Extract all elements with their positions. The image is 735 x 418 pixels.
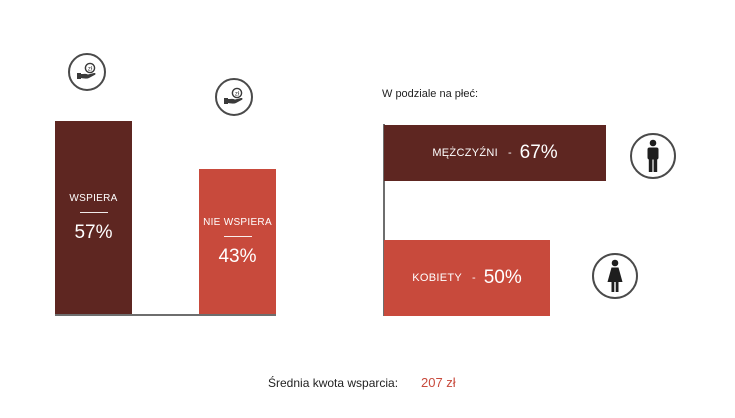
bar-label: MĘŻCZYŹNI [432, 147, 498, 159]
hand-coin-zloty-icon: zł [215, 78, 253, 116]
bar-value-label: 50% [483, 267, 522, 288]
hand-coin-zloty-glyph: zł [77, 62, 96, 79]
female-figure-icon [592, 253, 638, 299]
bar-divider [223, 235, 252, 237]
female-figure-glyph [607, 259, 623, 292]
male-figure-icon [630, 133, 676, 179]
bar-value-label: 67% [519, 142, 558, 163]
bar-mezczyzni: MĘŻCZYŹNI - 67% [384, 125, 606, 181]
bar-separator: - [472, 272, 476, 284]
svg-text:zł: zł [235, 91, 240, 97]
hand-coin-zloty-glyph: zł [224, 87, 243, 104]
average-support-value: 207 zł [421, 375, 456, 390]
bar-nie-wspiera: NIE WSPIERA 43% [199, 169, 276, 315]
male-figure-glyph [647, 139, 659, 172]
bar-value-label: 43% [218, 245, 257, 267]
bar-label: WSPIERA [69, 192, 118, 204]
bar-kobiety: KOBIETY - 50% [384, 240, 550, 316]
chart-title: W podziale na płeć: [382, 88, 478, 100]
bar-label: NIE WSPIERA [203, 216, 272, 228]
x-axis-line [55, 314, 276, 316]
y-axis-line [383, 124, 385, 316]
hand-coin-zloty-icon: zł [68, 53, 106, 91]
bar-divider [79, 211, 108, 213]
bar-value-label: 57% [74, 221, 113, 243]
svg-text:zł: zł [88, 66, 93, 72]
bar-label: KOBIETY [412, 272, 463, 284]
bar-wspiera: WSPIERA 57% [55, 121, 132, 315]
bar-separator: - [507, 147, 512, 159]
average-support-label: Średnia kwota wsparcia: [268, 376, 399, 390]
